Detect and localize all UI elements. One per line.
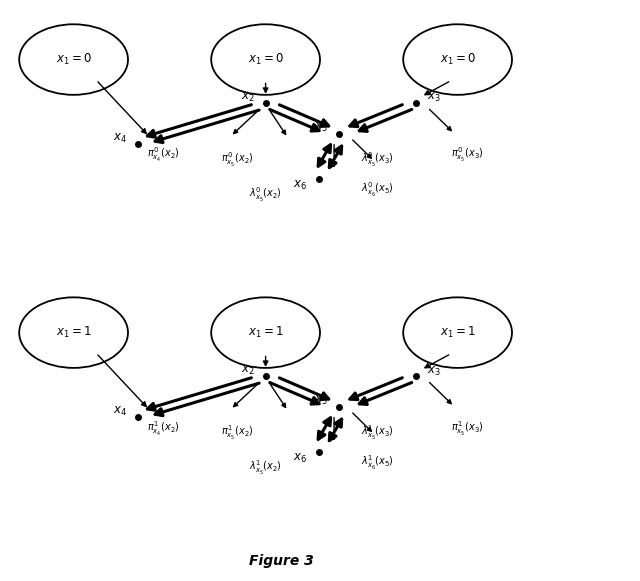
Text: $x_3$: $x_3$ <box>427 91 441 105</box>
Text: $\pi^0_{x_5}(x_2)$: $\pi^0_{x_5}(x_2)$ <box>221 150 253 169</box>
Text: $x_1 = 0$: $x_1 = 0$ <box>440 52 476 67</box>
Text: $x_5$: $x_5$ <box>314 121 328 134</box>
Text: $x_1 = 1$: $x_1 = 1$ <box>440 325 476 340</box>
Text: $\lambda^1_{x_5}(x_2)$: $\lambda^1_{x_5}(x_2)$ <box>249 458 282 477</box>
Text: $\lambda^1_{x_5}(x_3)$: $\lambda^1_{x_5}(x_3)$ <box>361 424 394 442</box>
Text: $x_1 = 1$: $x_1 = 1$ <box>248 325 284 340</box>
Text: $\pi^1_{x_5}(x_3)$: $\pi^1_{x_5}(x_3)$ <box>451 419 483 437</box>
Text: $x_2$: $x_2$ <box>241 91 255 104</box>
Text: $x_1 = 0$: $x_1 = 0$ <box>56 52 92 67</box>
Text: $\lambda^1_{x_6}(x_5)$: $\lambda^1_{x_6}(x_5)$ <box>361 454 394 472</box>
Text: $\pi^1_{x_4}(x_2)$: $\pi^1_{x_4}(x_2)$ <box>147 419 179 437</box>
Text: $x_1 = 0$: $x_1 = 0$ <box>248 52 284 67</box>
Text: $\lambda^0_{x_5}(x_3)$: $\lambda^0_{x_5}(x_3)$ <box>361 150 394 169</box>
Text: $x_1 = 1$: $x_1 = 1$ <box>56 325 92 340</box>
Text: $x_4$: $x_4$ <box>113 132 127 145</box>
Text: $\lambda^0_{x_6}(x_5)$: $\lambda^0_{x_6}(x_5)$ <box>361 181 394 199</box>
Text: $x_2$: $x_2$ <box>241 364 255 377</box>
Text: Figure 3: Figure 3 <box>249 554 314 568</box>
Text: $\lambda^0_{x_5}(x_2)$: $\lambda^0_{x_5}(x_2)$ <box>249 185 282 204</box>
Text: $x_6$: $x_6$ <box>292 451 307 465</box>
Text: $\pi^0_{x_5}(x_3)$: $\pi^0_{x_5}(x_3)$ <box>451 146 483 164</box>
Text: $\pi^0_{x_4}(x_2)$: $\pi^0_{x_4}(x_2)$ <box>147 146 179 164</box>
Text: $x_5$: $x_5$ <box>314 394 328 407</box>
Text: $x_3$: $x_3$ <box>427 364 441 378</box>
Text: $x_4$: $x_4$ <box>113 405 127 418</box>
Text: $\pi^1_{x_5}(x_2)$: $\pi^1_{x_5}(x_2)$ <box>221 424 253 442</box>
Text: $x_6$: $x_6$ <box>292 178 307 192</box>
